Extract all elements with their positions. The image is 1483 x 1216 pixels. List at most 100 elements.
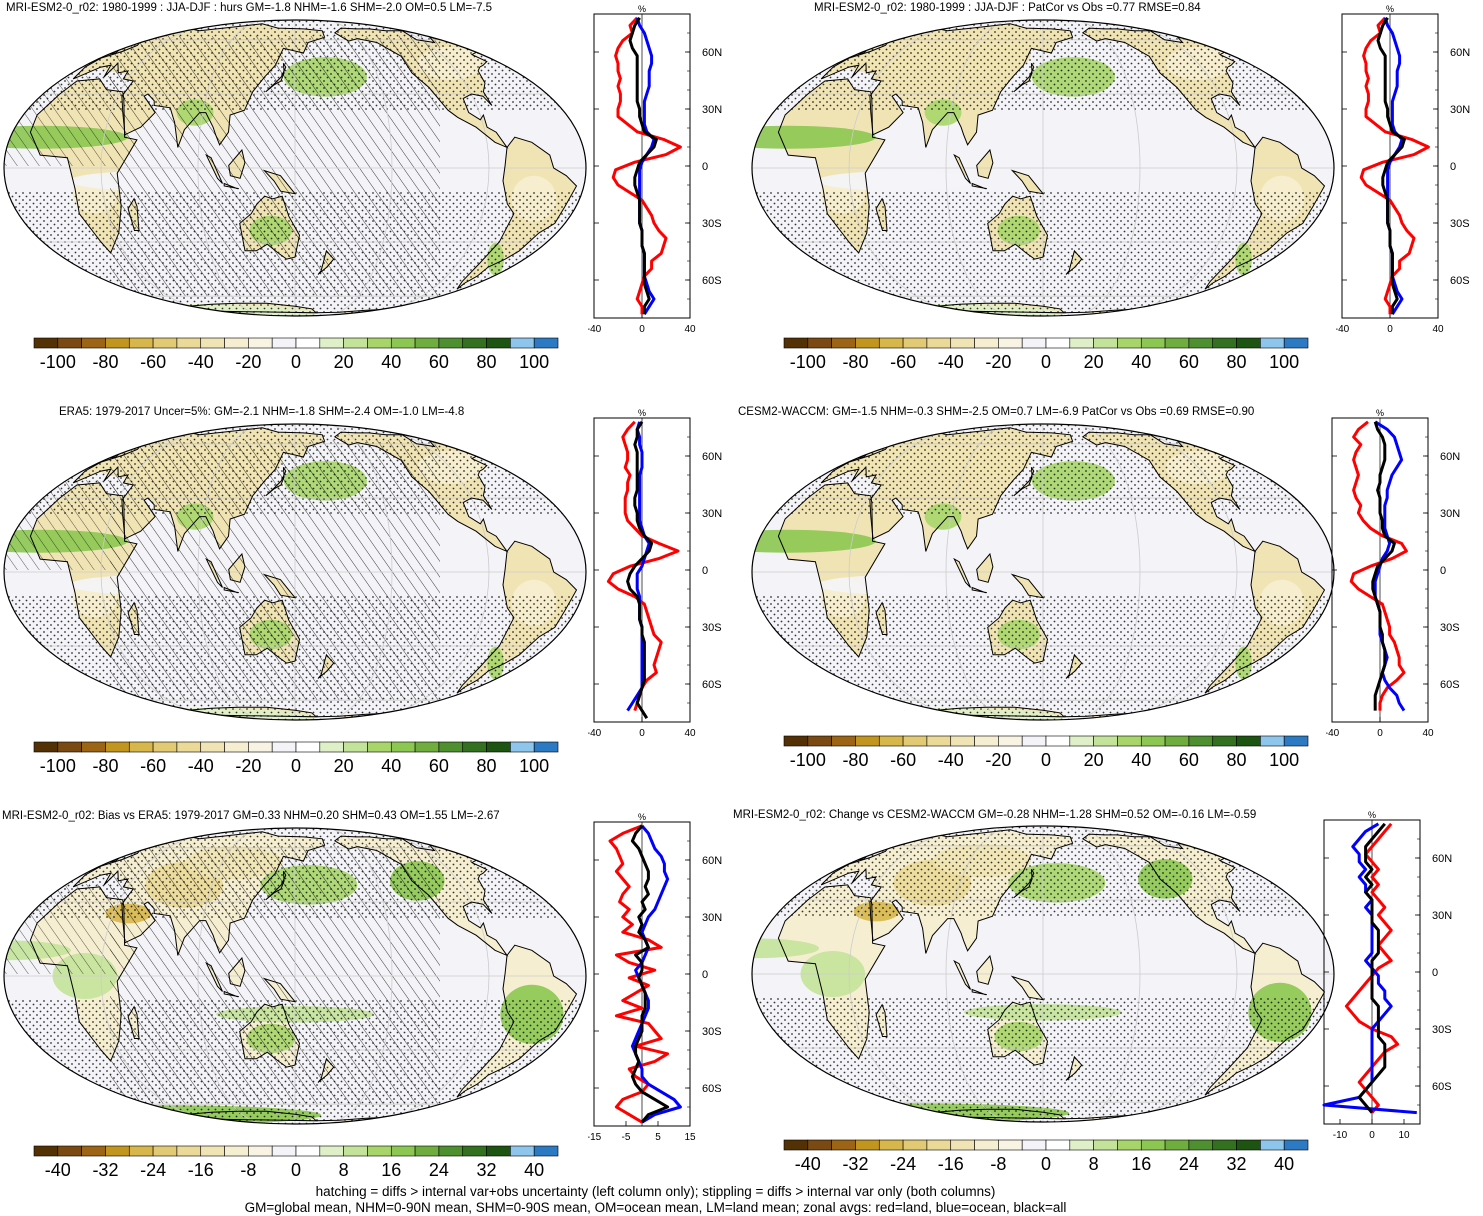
colorbar-swatch xyxy=(1117,1139,1142,1151)
land-fill xyxy=(954,961,971,990)
y-tick-label: 60S xyxy=(702,679,722,691)
map-border xyxy=(751,825,1335,1123)
zonal-series-land xyxy=(1359,16,1430,315)
colorbar-swatch xyxy=(1260,337,1285,349)
graticule-line xyxy=(848,826,989,1122)
colorbar-swatch xyxy=(343,337,368,349)
colorbar-label: -80 xyxy=(842,352,868,372)
colorbar-swatch xyxy=(57,741,82,753)
colorbar-label: 0 xyxy=(1041,750,1051,770)
map-panel xyxy=(3,423,587,721)
colorbar-label: 16 xyxy=(381,1160,401,1180)
coastline xyxy=(971,182,987,190)
coastline xyxy=(820,23,1074,148)
colorbar-swatch xyxy=(1260,1139,1285,1151)
colorbar-label: 60 xyxy=(1179,352,1199,372)
coastline xyxy=(820,829,1074,954)
y-tick-label: 30S xyxy=(1450,218,1470,230)
coastline xyxy=(333,431,509,553)
colorbar-swatch xyxy=(462,337,487,349)
colorbar-swatch xyxy=(105,1145,130,1157)
colorbar-label: 40 xyxy=(524,1160,544,1180)
colorbar-swatch xyxy=(783,1139,809,1151)
x-tick-label: 0 xyxy=(639,324,645,335)
zonal-series-land xyxy=(1344,822,1400,1114)
colorbar-swatch xyxy=(414,1145,440,1157)
coastline xyxy=(317,653,335,679)
land-fill xyxy=(1012,170,1043,194)
zonal-series-all xyxy=(628,16,658,315)
colorbar: -100 -80 -60 -40 -20 0 20 40 60 80 100 xyxy=(33,337,559,372)
coastline xyxy=(228,552,246,583)
colorbar-label: -40 xyxy=(938,750,964,770)
colorbar-swatch xyxy=(878,735,904,747)
x-tick-label: 0 xyxy=(1377,728,1383,739)
graticule-line xyxy=(197,20,268,316)
colorbar-label: -100 xyxy=(40,352,76,372)
coastline xyxy=(333,835,509,957)
zonal-unit: % xyxy=(1368,810,1376,820)
zonal-mean-plot: % -40 0 40 60N 30N 0 30S 60S xyxy=(588,408,722,739)
map-border xyxy=(751,423,1335,721)
colorbar-swatch xyxy=(902,337,928,349)
colorbar-label: 8 xyxy=(339,1160,349,1180)
coastline xyxy=(875,1003,888,1037)
colorbar-label: 40 xyxy=(1131,750,1151,770)
x-tick-label: 40 xyxy=(1422,728,1434,739)
colorbar-swatch xyxy=(1236,1139,1261,1151)
colorbar-label: 20 xyxy=(1084,352,1104,372)
colorbar: -100 -80 -60 -40 -20 0 20 40 60 80 100 xyxy=(33,741,559,776)
coastline xyxy=(953,557,971,588)
x-tick-label: -40 xyxy=(588,728,602,739)
coastline xyxy=(265,871,287,901)
colorbar-swatch xyxy=(510,1145,535,1157)
colorbar-label: 100 xyxy=(519,756,549,776)
coastline xyxy=(871,32,887,36)
land-fill xyxy=(871,436,887,439)
colorbar-swatch xyxy=(1283,735,1309,747)
graticule-line xyxy=(322,424,393,720)
coastline xyxy=(29,78,138,254)
coastline xyxy=(333,27,509,149)
zonal-series-all xyxy=(630,824,670,1124)
colorbar-swatch xyxy=(295,337,321,349)
zonal-series-land xyxy=(606,420,680,712)
colorbar-swatch xyxy=(176,1145,202,1157)
x-tick-label: 0 xyxy=(1369,1130,1375,1141)
coastline xyxy=(777,78,886,254)
colorbar-label: 60 xyxy=(1179,750,1199,770)
colorbar-swatch xyxy=(807,735,832,747)
colorbar-swatch xyxy=(414,741,440,753)
field-anomaly xyxy=(817,575,979,595)
zonal-series-ocean xyxy=(626,421,651,712)
coastline xyxy=(123,840,139,844)
graticule-line xyxy=(197,424,268,720)
footer-line-2: GM=global mean, NHM=0-90N mean, SHM=0-90… xyxy=(244,1200,1067,1215)
colorbar-label: 32 xyxy=(477,1160,497,1180)
colorbar-swatch xyxy=(878,337,904,349)
land-fill xyxy=(976,150,993,179)
y-tick-label: 0 xyxy=(1432,967,1438,979)
colorbar-label: 20 xyxy=(334,756,354,776)
coastline xyxy=(123,436,139,440)
graticule-line xyxy=(1097,20,1238,316)
coastline xyxy=(239,195,301,260)
colorbar-swatch xyxy=(390,741,416,753)
y-tick-label: 0 xyxy=(702,565,708,577)
coastline xyxy=(317,1057,335,1083)
colorbar: -40 -32 -24 -16 -8 0 8 16 24 32 40 xyxy=(33,1145,559,1180)
colorbar-label: -24 xyxy=(140,1160,166,1180)
coastline xyxy=(871,838,887,842)
colorbar-swatch xyxy=(128,741,154,753)
coastline xyxy=(29,886,138,1062)
coastline xyxy=(777,482,886,658)
y-tick-label: 30N xyxy=(1450,104,1470,116)
map-panel xyxy=(751,825,1335,1123)
coastline xyxy=(1065,249,1083,275)
panel-title: CESM2-WACCM: GM=-1.5 NHM=-0.3 SHM=-2.5 O… xyxy=(738,406,1255,418)
x-tick-label: 40 xyxy=(1432,324,1444,335)
zonal-series-ocean xyxy=(630,824,682,1124)
zonal-series-all xyxy=(626,420,654,720)
colorbar-swatch xyxy=(367,741,392,753)
coastline xyxy=(1204,540,1326,694)
